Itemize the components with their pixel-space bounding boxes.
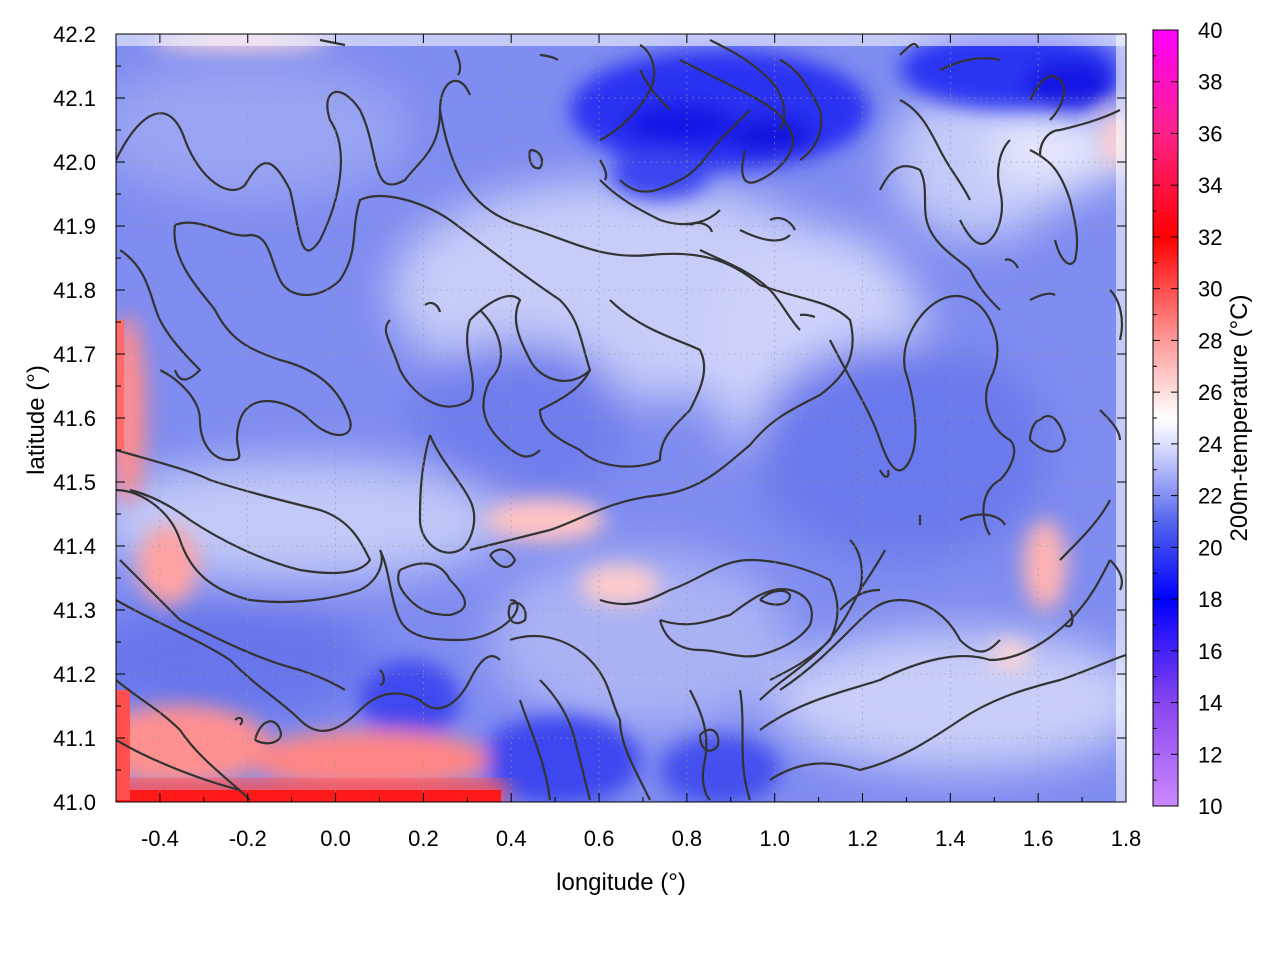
x-tick-label: 0.6 <box>584 826 615 851</box>
colorbar-tick-label: 26 <box>1198 380 1222 405</box>
colorbar-axis: 10 12 14 16 18 20 22 24 26 28 30 32 34 36 38 40 <box>1153 18 1222 819</box>
x-tick-label: 1.4 <box>935 826 966 851</box>
colorbar-tick-label: 10 <box>1198 794 1222 819</box>
colorbar-tick-label: 36 <box>1198 121 1222 146</box>
x-tick-label: -0.4 <box>141 826 179 851</box>
y-axis: 41.0 41.1 41.2 41.3 41.4 41.5 41.6 41.7 41.8 41.9… <box>53 22 1126 815</box>
y-tick-label: 41.1 <box>53 726 96 751</box>
colorbar-tick-label: 22 <box>1198 484 1222 509</box>
x-tick-label: 0.4 <box>496 826 527 851</box>
x-tick-label: 0.8 <box>672 826 703 851</box>
y-tick-label: 41.7 <box>53 342 96 367</box>
y-tick-label: 41.5 <box>53 470 96 495</box>
x-tick-label: 0.0 <box>320 826 351 851</box>
colorbar-tick-label: 16 <box>1198 639 1222 664</box>
y-axis-label: latitude (°) <box>23 365 50 475</box>
y-tick-label: 42.2 <box>53 22 96 47</box>
x-tick-label: 1.8 <box>1111 826 1142 851</box>
colorbar-tick-label: 14 <box>1198 691 1222 716</box>
y-tick-label: 41.9 <box>53 214 96 239</box>
colorbar-tick-label: 18 <box>1198 587 1222 612</box>
x-axis: -0.4 -0.2 0.0 0.2 0.4 0.6 0.8 1.0 1.2 1.4 1.6 1.8 <box>141 34 1141 851</box>
colorbar-tick-label: 28 <box>1198 328 1222 353</box>
colorbar-tick-label: 30 <box>1198 277 1222 302</box>
y-tick-label: 42.1 <box>53 86 96 111</box>
x-tick-label: 1.2 <box>847 826 878 851</box>
colorbar-tick-label: 32 <box>1198 225 1222 250</box>
colorbar-tick-label: 24 <box>1198 432 1222 457</box>
x-tick-label: 0.2 <box>408 826 439 851</box>
y-tick-label: 41.8 <box>53 278 96 303</box>
x-tick-label: 1.0 <box>759 826 790 851</box>
x-tick-label: -0.2 <box>229 826 267 851</box>
contour-lines <box>116 38 1126 801</box>
y-tick-label: 41.4 <box>53 534 96 559</box>
x-axis-label: longitude (°) <box>556 869 686 896</box>
colorbar <box>1152 29 1179 807</box>
y-tick-label: 41.6 <box>53 406 96 431</box>
y-tick-label: 42.0 <box>53 150 96 175</box>
y-tick-label: 41.3 <box>53 598 96 623</box>
colorbar-tick-label: 20 <box>1198 535 1222 560</box>
y-tick-label: 41.0 <box>53 790 96 815</box>
colorbar-tick-label: 38 <box>1198 70 1222 95</box>
y-tick-label: 41.2 <box>53 662 96 687</box>
colorbar-tick-label: 34 <box>1198 173 1222 198</box>
colorbar-label: 200m-temperature (°C) <box>1226 294 1253 541</box>
x-tick-label: 1.6 <box>1023 826 1054 851</box>
colorbar-tick-label: 12 <box>1198 742 1222 767</box>
colorbar-tick-label: 40 <box>1198 18 1222 43</box>
